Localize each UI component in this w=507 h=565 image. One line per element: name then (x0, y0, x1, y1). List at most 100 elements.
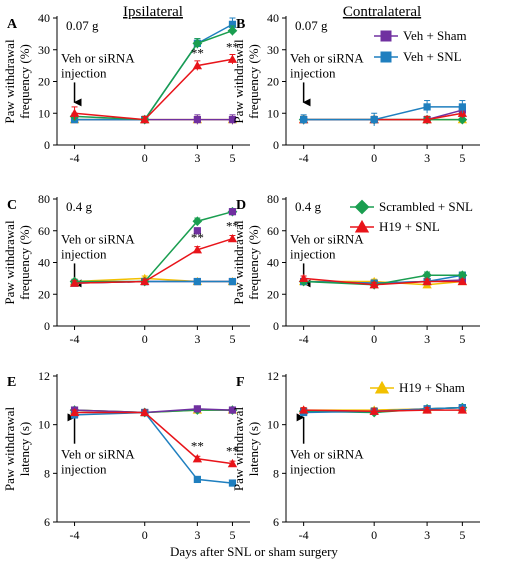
y-tick-label: 10 (38, 418, 50, 432)
series-line (74, 58, 233, 121)
data-point (422, 276, 432, 286)
y-tick-label: 8 (44, 466, 50, 480)
data-point (192, 454, 203, 463)
legend-label: Veh + Sham (403, 28, 467, 43)
y-axis-label: Paw withdrawalfrequency (%) (231, 39, 261, 124)
data-point (422, 270, 432, 281)
data-point (457, 270, 468, 281)
y-tick-label: 0 (273, 319, 279, 333)
data-point (300, 116, 308, 124)
series-line (303, 277, 463, 286)
y-tick-label: 20 (267, 287, 279, 301)
legend-item-veh-snl: Veh + SNL (374, 49, 462, 64)
legend-marker (374, 380, 390, 394)
x-tick-label: 3 (424, 528, 430, 542)
data-point (193, 475, 201, 484)
legend-label: Scrambled + SNL (379, 199, 473, 214)
data-point (69, 407, 80, 417)
data-point (423, 103, 431, 111)
y-tick-label: 30 (38, 43, 50, 57)
data-point (227, 25, 238, 36)
data-point (298, 405, 309, 414)
y-tick-label: 80 (267, 192, 279, 206)
data-point (227, 234, 238, 243)
x-tick-label: 5 (229, 528, 235, 542)
series-line (303, 409, 463, 413)
significance-mark: ** (226, 39, 239, 54)
data-point (457, 405, 468, 414)
y-axis-label: Paw withdrawallatency (s) (231, 407, 261, 492)
x-tick-label: 0 (371, 332, 377, 346)
data-point (192, 60, 203, 70)
y-tick-label: 10 (38, 106, 50, 120)
y-tick-label: 0 (44, 138, 50, 152)
data-point (69, 108, 80, 117)
y-tick-label: 6 (273, 515, 279, 529)
series-h19_snl (69, 407, 238, 468)
x-tick-label: -4 (70, 528, 80, 542)
series-h19_snl (298, 405, 468, 415)
x-tick-label: 0 (142, 151, 148, 165)
panel-subtitle: 0.4 g (66, 199, 93, 214)
panel-c: C 0 20 40 60 80 -4 0 3 5 Paw withdrawalfrequency (… (2, 192, 250, 346)
x-tick-label: -4 (70, 151, 80, 165)
x-tick-label: -4 (299, 151, 309, 165)
injection-annotation: Veh or siRNA injection (290, 447, 364, 477)
y-axis-label: Paw withdrawalfrequency (%) (2, 39, 32, 124)
panel-letter-d: D (236, 198, 246, 213)
x-tick-label: -4 (299, 332, 309, 346)
panel-f: F 6 8 10 12 -4 0 3 5 Paw withdrawallatency (s) Veh… (231, 369, 480, 542)
y-tick-label: 12 (38, 369, 50, 383)
data-point (369, 406, 379, 415)
y-tick-label: 40 (267, 256, 279, 270)
data-point (228, 116, 237, 124)
data-point (457, 114, 468, 125)
series-line (74, 411, 233, 465)
series-line (74, 29, 233, 121)
legend-marker (380, 30, 392, 42)
series-line (74, 411, 233, 484)
y-tick-label: 20 (38, 287, 50, 301)
x-tick-label: 0 (371, 151, 377, 165)
column-title-contralateral: Contralateral (343, 4, 421, 20)
data-point (228, 479, 237, 487)
legend-item-h19-snl: H19 + SNL (350, 219, 440, 234)
series-line (303, 274, 463, 284)
y-tick-label: 6 (44, 515, 50, 529)
x-tick-label: 3 (424, 151, 430, 165)
data-point (422, 405, 432, 414)
legend-group: Veh + Sham Veh + SNL Scrambled + SNL H19 + … (350, 28, 473, 395)
significance-mark: ** (191, 230, 204, 245)
injection-annotation: Veh or siRNA injection (290, 231, 364, 261)
y-tick-label: 8 (273, 466, 279, 480)
data-point (457, 276, 468, 286)
y-tick-label: 12 (267, 369, 279, 383)
x-tick-label: 5 (229, 151, 235, 165)
y-tick-label: 40 (38, 11, 50, 25)
y-tick-label: 40 (38, 256, 50, 270)
y-tick-label: 80 (38, 192, 50, 206)
injection-annotation: Veh or siRNA injection (290, 50, 364, 80)
legend-item-veh-sham: Veh + Sham (374, 28, 467, 43)
x-tick-label: 5 (459, 332, 465, 346)
y-tick-label: 0 (273, 138, 279, 152)
y-axis-label: Paw withdrawalfrequency (%) (231, 220, 261, 305)
panel-a: A 0 10 20 30 40 -4 0 3 5 Paw withdrawalfrequency (… (2, 11, 250, 165)
x-tick-label: 3 (194, 332, 200, 346)
y-tick-label: 60 (38, 224, 50, 238)
data-point (228, 20, 237, 28)
series-h19_snl (298, 273, 468, 289)
panel-letter-e: E (7, 375, 16, 390)
panel-e: E 6 8 10 12 -4 0 3 5 Paw withdrawallatency (s) Veh… (2, 369, 250, 542)
x-tick-label: 3 (194, 151, 200, 165)
data-point (69, 278, 80, 287)
data-point (228, 277, 237, 286)
x-tick-label: 3 (194, 528, 200, 542)
series-veh_snl (300, 100, 466, 126)
data-point (193, 116, 201, 124)
panel-letter-a: A (7, 17, 18, 32)
y-axis-label: Paw withdrawallatency (s) (2, 407, 32, 492)
data-point (192, 38, 203, 49)
panel-letter-f: F (236, 375, 245, 390)
